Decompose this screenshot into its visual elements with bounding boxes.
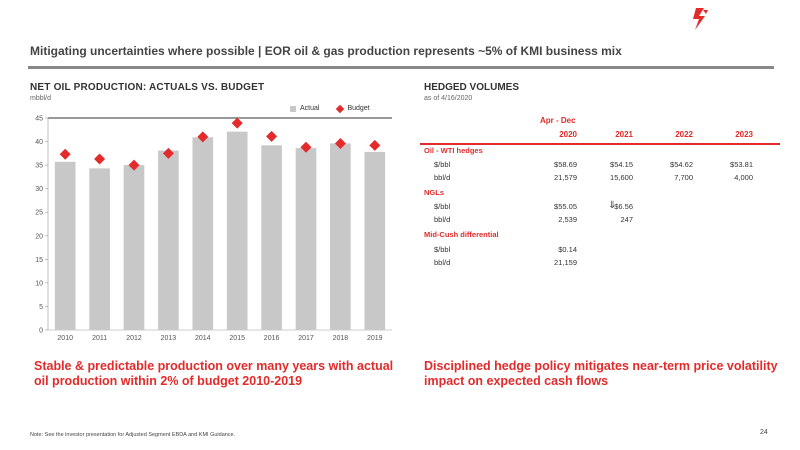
- y-tick-label: 30: [35, 186, 43, 193]
- bar-actual: [226, 131, 248, 330]
- budget-marker: [94, 153, 106, 165]
- table-cell: $0.14: [558, 245, 577, 254]
- year-header: 2021: [615, 130, 633, 139]
- company-logo-icon: [693, 8, 708, 30]
- table-cell: $6.56: [614, 202, 633, 211]
- y-tick-label: 45: [35, 116, 43, 123]
- row-label: bbl/d: [434, 258, 451, 267]
- y-tick-label: 15: [35, 257, 43, 264]
- right-callout: Disciplined hedge policy mitigates near-…: [424, 359, 778, 388]
- x-tick-label: 2013: [161, 335, 177, 342]
- row-label: $/bbl: [434, 202, 451, 211]
- budget-marker: [128, 159, 140, 171]
- x-tick-label: 2015: [229, 335, 245, 342]
- legend-actual-swatch: [290, 105, 296, 112]
- y-tick-label: 10: [35, 280, 43, 287]
- table-cell: $53.81: [730, 160, 753, 169]
- footnote: Note: See the investor presentation for …: [30, 432, 236, 438]
- y-tick-label: 20: [35, 233, 43, 240]
- table-cell: 21,579: [554, 173, 577, 182]
- hedge-asof: as of 4/16/2020: [424, 95, 473, 102]
- table-cell: 7,700: [674, 173, 693, 182]
- row-label: bbl/d: [434, 173, 451, 182]
- chart-unit: mbbl/d: [30, 95, 52, 102]
- budget-marker: [334, 137, 346, 149]
- bar-actual: [158, 150, 179, 330]
- y-tick-label: 0: [39, 328, 43, 335]
- x-tick-label: 2011: [92, 335, 107, 342]
- table-cell: $54.62: [670, 160, 693, 169]
- table-header-rule: [420, 143, 780, 145]
- section-ngls: NGLs: [424, 188, 445, 197]
- budget-marker: [197, 131, 209, 143]
- down-arrow-icon: ⇓: [608, 200, 617, 211]
- bar-actual: [123, 165, 145, 330]
- legend-budget-label: Budget: [347, 105, 370, 112]
- y-tick-label: 35: [35, 163, 43, 170]
- bar-actual: [295, 148, 317, 330]
- table-cell: 4,000: [734, 173, 753, 182]
- chart-legend: Actual Budget: [290, 104, 370, 113]
- bar-actual: [192, 137, 214, 330]
- bar-actual: [54, 161, 76, 330]
- x-tick-label: 2019: [367, 335, 383, 342]
- table-cell: $54.15: [610, 160, 633, 169]
- bar-actual: [364, 151, 386, 330]
- x-tick-label: 2012: [126, 335, 142, 342]
- row-label: $/bbl: [434, 160, 451, 169]
- table-cell: 21,159: [554, 258, 577, 267]
- x-tick-label: 2018: [333, 335, 349, 342]
- table-cell: 15,600: [610, 173, 633, 182]
- budget-marker: [59, 148, 71, 160]
- budget-marker: [231, 117, 243, 129]
- section-mid-cush: Mid-Cush differential: [424, 230, 499, 239]
- x-tick-label: 2017: [298, 335, 314, 342]
- budget-marker: [266, 130, 278, 142]
- left-callout: Stable & predictable production over man…: [34, 359, 394, 388]
- table-cell: $55.05: [554, 202, 577, 211]
- header-rule: [28, 66, 774, 69]
- x-tick-label: 2016: [264, 335, 280, 342]
- year-header: 2023: [735, 130, 753, 139]
- section-oil-wti: Oil - WTI hedges: [424, 146, 483, 155]
- x-tick-label: 2010: [57, 335, 73, 342]
- period-label: Apr - Dec: [540, 116, 576, 125]
- budget-marker: [162, 147, 174, 159]
- page-number: 24: [760, 429, 768, 436]
- y-tick-label: 5: [39, 304, 43, 311]
- x-tick-label: 2014: [195, 335, 211, 342]
- chart-title: NET OIL PRODUCTION: ACTUALS VS. BUDGET: [30, 82, 265, 93]
- year-header: 2022: [675, 130, 693, 139]
- bar-actual: [261, 145, 282, 330]
- y-tick-label: 40: [35, 139, 43, 146]
- bar-actual: [89, 168, 110, 330]
- budget-marker: [300, 141, 312, 153]
- row-label: bbl/d: [434, 215, 451, 224]
- budget-marker: [369, 139, 381, 151]
- year-header: 2020: [559, 130, 577, 139]
- legend-actual-label: Actual: [300, 105, 320, 112]
- oil-production-chart: 0 5 10 15 20 25 30 35 40 45 2010 2011 2012 2013 2014 20…: [35, 116, 392, 342]
- page-subtitle: Mitigating uncertainties where possible …: [30, 44, 622, 58]
- row-label: $/bbl: [434, 245, 451, 254]
- bar-actual: [330, 143, 351, 330]
- hedge-title: HEDGED VOLUMES: [424, 82, 520, 93]
- table-cell: $58.69: [554, 160, 577, 169]
- y-tick-label: 25: [35, 210, 43, 217]
- table-cell: 247: [620, 215, 633, 224]
- table-cell: 2,539: [558, 215, 577, 224]
